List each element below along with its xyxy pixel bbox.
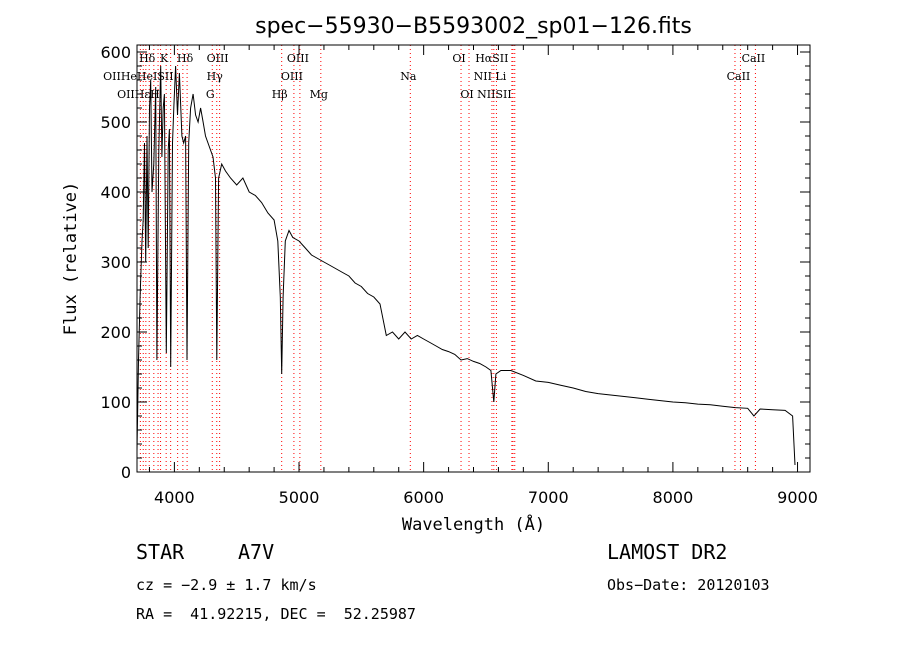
spectral-line-label: Mg	[310, 88, 328, 101]
spectral-line-label: OIIHeHeISII	[103, 70, 174, 83]
spectral-subclass: A7V	[238, 540, 275, 564]
spectral-line-label: HαSII	[475, 52, 508, 65]
spectral-line-label: OIII	[287, 52, 309, 65]
spectral-line-label: Hβ	[272, 88, 288, 101]
spectral-line-label: K	[160, 52, 169, 65]
y-tick-label: 500	[100, 113, 131, 132]
x-axis-label: Wavelength (Å)	[402, 513, 545, 535]
observation-date: Obs−Date: 20120103	[607, 576, 770, 594]
coordinates: RA = 41.92215, DEC = 52.25987	[136, 605, 416, 623]
chart-title: spec−55930−B5593002_sp01−126.fits	[255, 14, 692, 39]
spectral-line-label: CaII	[742, 52, 766, 65]
spectral-line-label: OIII	[207, 52, 229, 65]
x-tick-label: 7000	[528, 488, 569, 507]
y-tick-label: 200	[100, 323, 131, 342]
spectral-line-label: CaII	[727, 70, 751, 83]
object-class: STAR	[136, 540, 185, 564]
x-tick-label: 8000	[653, 488, 694, 507]
spectral-line-label: G	[206, 88, 215, 101]
spectral-line-label: Hδ	[177, 52, 194, 65]
x-tick-label: 5000	[279, 488, 320, 507]
y-tick-label: 100	[100, 393, 131, 412]
spectral-line-label: NII Li	[474, 70, 507, 83]
spectral-line-label: Na	[400, 70, 417, 83]
y-tick-label: 0	[121, 463, 131, 482]
y-axis-label: Flux (relative)	[61, 182, 81, 336]
spectral-line-label: OI	[452, 52, 465, 65]
spectral-line-label: OIIHεH	[117, 88, 160, 101]
spectral-line-label: Hδ	[139, 52, 156, 65]
spectrum-line	[136, 65, 796, 466]
spectral-line-label: OI	[460, 88, 473, 101]
redshift-text: cz = −2.9 ± 1.7 km/s	[136, 576, 317, 594]
plot-frame	[136, 44, 811, 473]
y-tick-label: 600	[100, 43, 131, 62]
x-tick-label: 9000	[777, 488, 818, 507]
spectral-line-label: NIISII	[477, 88, 512, 101]
x-tick-label: 4000	[154, 488, 195, 507]
x-tick-label: 6000	[403, 488, 444, 507]
y-tick-label: 400	[100, 183, 131, 202]
spectral-line-label: OIII	[281, 70, 303, 83]
survey-label: LAMOST DR2	[607, 540, 728, 564]
spectral-line-label: Hγ	[207, 70, 224, 83]
y-tick-label: 300	[100, 253, 131, 272]
